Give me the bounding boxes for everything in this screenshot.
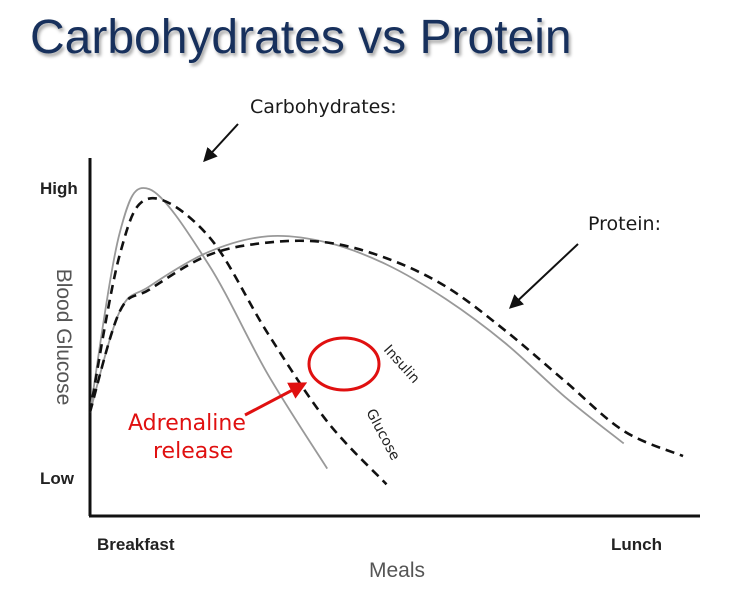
protein-insulin-line: [88, 239, 684, 458]
series-group: [88, 187, 684, 486]
carbohydrates-annotation: Carbohydrates:: [250, 96, 397, 118]
glucose-curve-label: Glucose: [362, 406, 402, 463]
adrenaline-highlight-circle: [307, 336, 381, 392]
insulin-curve-label: Insulin: [380, 342, 423, 387]
carbohydrates-arrow: [203, 123, 239, 163]
x-axis-title: Meals: [369, 559, 425, 582]
slide-title: Carbohydrates vs Protein: [30, 11, 572, 64]
adrenaline-arrow: [244, 382, 308, 417]
adrenaline-label-line1: Adrenaline: [128, 411, 246, 436]
y-axis-title: Blood Glucose: [52, 269, 75, 406]
adrenaline-label-line2: release: [153, 439, 233, 464]
y-tick-label-low: Low: [40, 469, 75, 488]
protein-arrow: [508, 243, 579, 309]
protein-annotation: Protein:: [588, 213, 661, 235]
y-tick-label-high: High: [40, 179, 78, 198]
carb-glucose-line: [89, 187, 328, 470]
x-tick-label-breakfast: Breakfast: [97, 535, 175, 554]
x-tick-label-lunch: Lunch: [611, 535, 662, 554]
